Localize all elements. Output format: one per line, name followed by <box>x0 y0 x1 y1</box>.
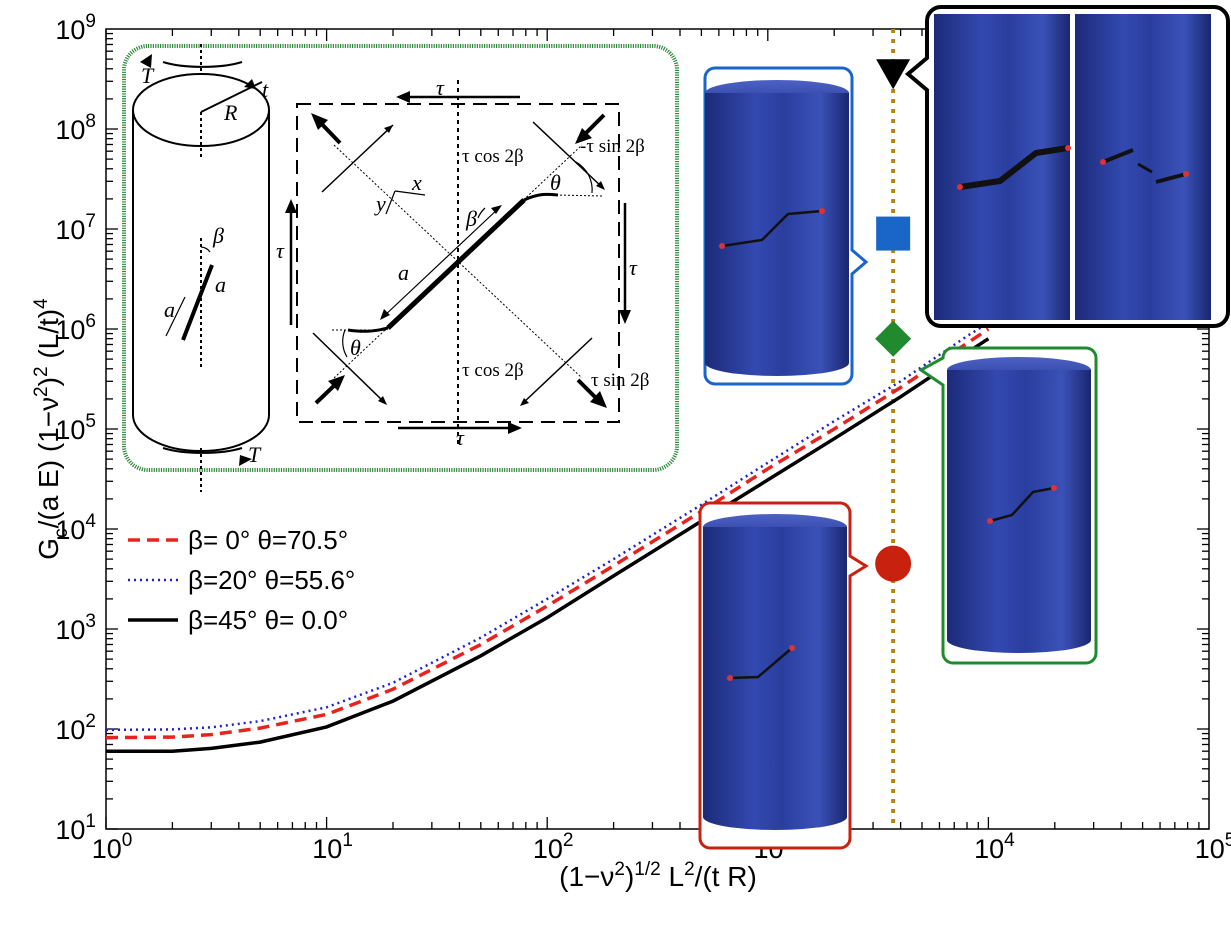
label-R: R <box>223 100 238 125</box>
label-a-sq: a <box>398 260 409 285</box>
y-tick-label: 103 <box>55 611 96 645</box>
label-tau-cos-bottom: τ cos 2β <box>462 360 524 381</box>
label-tau-top: τ <box>436 75 445 100</box>
marker-square <box>876 216 911 251</box>
label-a-cyl: a <box>215 272 226 297</box>
y-tick-label: 108 <box>55 111 96 145</box>
x-tick-label: 105 <box>1195 830 1231 864</box>
legend-label-beta20: β=20° θ=55.6° <box>188 565 355 595</box>
label-tau-sin-top: -τ sin 2β <box>580 136 645 157</box>
label-theta-top: θ <box>550 170 561 195</box>
series-group <box>105 321 990 753</box>
y-tick-label: 102 <box>55 711 96 745</box>
y-tick-label: 107 <box>55 211 96 245</box>
torque-arrowhead-bottom <box>239 455 252 466</box>
x-tick-label: 104 <box>974 830 1015 864</box>
label-y-axis: y <box>374 191 386 216</box>
inset-border <box>122 44 679 472</box>
label-x-axis: x <box>411 170 422 195</box>
y-tick-label: 101 <box>55 811 96 845</box>
marker-diamond <box>875 320 912 357</box>
label-tau-bottom: τ <box>456 425 465 450</box>
label-a-cyl2: a <box>164 297 175 322</box>
marker-triangle <box>876 59 911 90</box>
x-tick-label: 102 <box>533 830 574 864</box>
cylinder-sketch <box>132 44 270 492</box>
x-tick-label: 101 <box>312 830 353 864</box>
y-tick-label: 104 <box>55 511 96 545</box>
series-line-2 <box>106 337 990 753</box>
callout-blue <box>703 66 869 386</box>
label-tau-right: τ <box>629 255 638 280</box>
markers-group <box>875 59 912 582</box>
label-theta-bottom: θ <box>350 335 361 360</box>
label-beta-cyl: β <box>212 223 224 248</box>
label-beta-sq: β <box>465 206 477 231</box>
x-tick-label: 100 <box>92 830 133 864</box>
y-tick-label: 109 <box>55 11 96 45</box>
thickness-arrowhead <box>244 79 256 89</box>
label-T-top: T <box>141 63 155 88</box>
callout-black <box>904 5 1230 328</box>
inset-diagram: T t R β a a T <box>122 44 679 492</box>
stress-element <box>289 80 627 445</box>
label-T-bottom: T <box>248 442 262 467</box>
legend-label-beta45: β=45° θ= 0.0° <box>188 605 348 635</box>
callout-red <box>698 501 869 850</box>
legend-label-beta0: β= 0° θ=70.5° <box>188 525 348 555</box>
svg-text:(1−ν2)1/2 L2/(t R): (1−ν2)1/2 L2/(t R) <box>559 859 757 892</box>
series-line-0 <box>105 327 990 740</box>
label-tau-left: τ <box>276 238 285 263</box>
torque-arrowhead-top <box>140 54 152 68</box>
callout-green <box>918 346 1098 665</box>
label-tau-cos-top: τ cos 2β <box>462 146 524 167</box>
x-axis-label: (1−ν2)1/2 L2/(t R) <box>559 859 757 892</box>
label-t: t <box>262 77 269 102</box>
series-line-1 <box>105 321 990 732</box>
arrowheads <box>285 91 631 434</box>
y-tick-label: 106 <box>55 311 96 345</box>
y-tick-label: 105 <box>55 411 96 445</box>
marker-circle <box>875 545 912 582</box>
legend: β= 0° θ=70.5° β=20° θ=55.6° β=45° θ= 0.0… <box>128 525 355 635</box>
label-tau-sin-bottom: τ sin 2β <box>591 370 649 391</box>
